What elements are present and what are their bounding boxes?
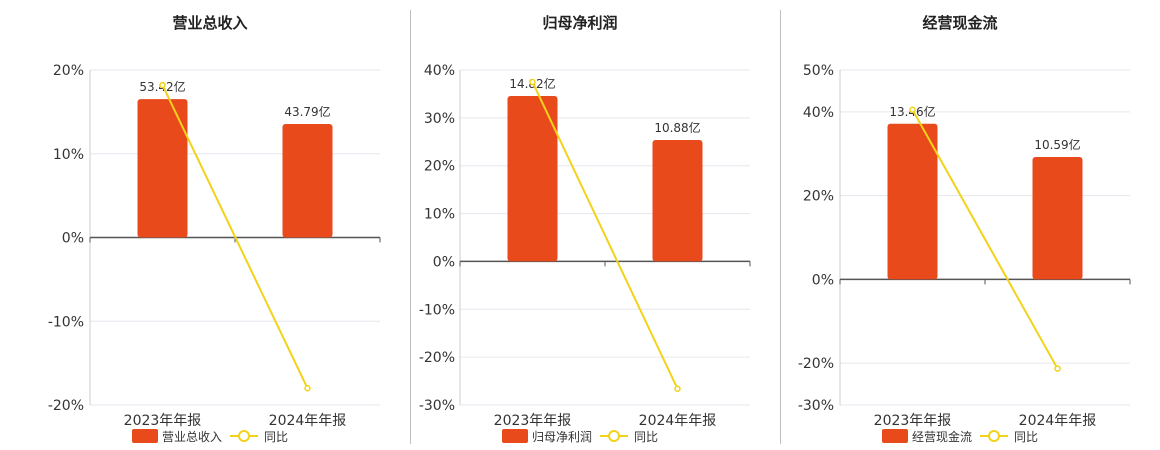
yoy-point xyxy=(674,385,681,392)
yoy-line xyxy=(161,84,309,389)
bar-value-label: 10.88亿 xyxy=(654,120,700,135)
chart-panel: 归母净利润40%30%20%10%0%-10%-20%-30%14.82亿10.… xyxy=(419,14,751,444)
y-tick-label: 0% xyxy=(433,254,455,270)
y-tick-label: 10% xyxy=(424,207,455,223)
x-tick-label: 2024年年报 xyxy=(639,413,717,429)
bar-value-label: 10.59亿 xyxy=(1034,137,1080,152)
yoy-line xyxy=(911,109,1059,370)
panel-divider xyxy=(780,10,781,444)
bar xyxy=(1032,156,1083,280)
panel-divider xyxy=(410,10,411,444)
yoy-point xyxy=(909,106,916,114)
yoy-point xyxy=(159,81,166,89)
chart-panel: 营业总收入20%10%0%-10%-20%53.42亿43.79亿2023年年报… xyxy=(48,14,381,444)
bar xyxy=(507,95,558,262)
legend-label-line: 同比 xyxy=(634,430,658,444)
y-tick-label: 0% xyxy=(812,272,834,288)
bar xyxy=(282,124,333,238)
x-tick-label: 2024年年报 xyxy=(1019,413,1097,429)
legend-swatch-bar xyxy=(882,429,908,443)
bar-value-label: 43.79亿 xyxy=(284,104,330,119)
chart-title: 经营现金流 xyxy=(922,14,997,32)
legend-swatch-point xyxy=(608,430,620,442)
bar xyxy=(652,139,703,262)
y-tick-label: 40% xyxy=(803,105,834,121)
y-tick-label: -20% xyxy=(798,356,834,372)
bar xyxy=(887,123,938,280)
legend-swatch-point xyxy=(238,430,250,442)
x-tick-label: 2023年年报 xyxy=(874,413,952,429)
y-tick-label: -30% xyxy=(798,398,834,414)
y-tick-label: -20% xyxy=(48,398,84,414)
chart-title: 归母净利润 xyxy=(542,14,617,32)
x-tick-label: 2023年年报 xyxy=(494,413,572,429)
legend-label-bar: 经营现金流 xyxy=(912,429,972,444)
x-tick-label: 2023年年报 xyxy=(124,413,202,429)
legend-label-line: 同比 xyxy=(1014,430,1038,444)
yoy-point xyxy=(529,78,536,86)
legend-label-line: 同比 xyxy=(264,430,288,444)
yoy-point xyxy=(304,385,311,392)
x-tick-label: 2024年年报 xyxy=(269,413,347,429)
y-tick-label: 20% xyxy=(424,159,455,175)
yoy-line xyxy=(531,81,679,390)
y-tick-label: 40% xyxy=(424,63,455,79)
y-tick-label: 30% xyxy=(424,111,455,127)
legend-swatch-bar xyxy=(132,429,158,443)
y-tick-label: -10% xyxy=(48,314,84,330)
legend-label-bar: 营业总收入 xyxy=(162,430,222,444)
legend-swatch-point xyxy=(988,430,1000,442)
y-tick-label: -10% xyxy=(419,302,455,318)
y-tick-label: 0% xyxy=(62,231,84,247)
y-tick-label: -20% xyxy=(419,350,455,366)
bar xyxy=(137,99,188,238)
chart-title: 营业总收入 xyxy=(172,14,247,32)
y-tick-label: 20% xyxy=(53,63,84,79)
chart-panel: 经营现金流50%40%20%0%-20%-30%13.46亿10.59亿2023… xyxy=(798,14,1131,444)
y-tick-label: 10% xyxy=(53,147,84,163)
yoy-point xyxy=(1054,365,1061,372)
y-tick-label: 20% xyxy=(803,189,834,205)
y-tick-label: -30% xyxy=(419,398,455,414)
y-tick-label: 50% xyxy=(803,63,834,79)
legend-label-bar: 归母净利润 xyxy=(532,430,592,444)
legend-swatch-bar xyxy=(502,429,528,443)
